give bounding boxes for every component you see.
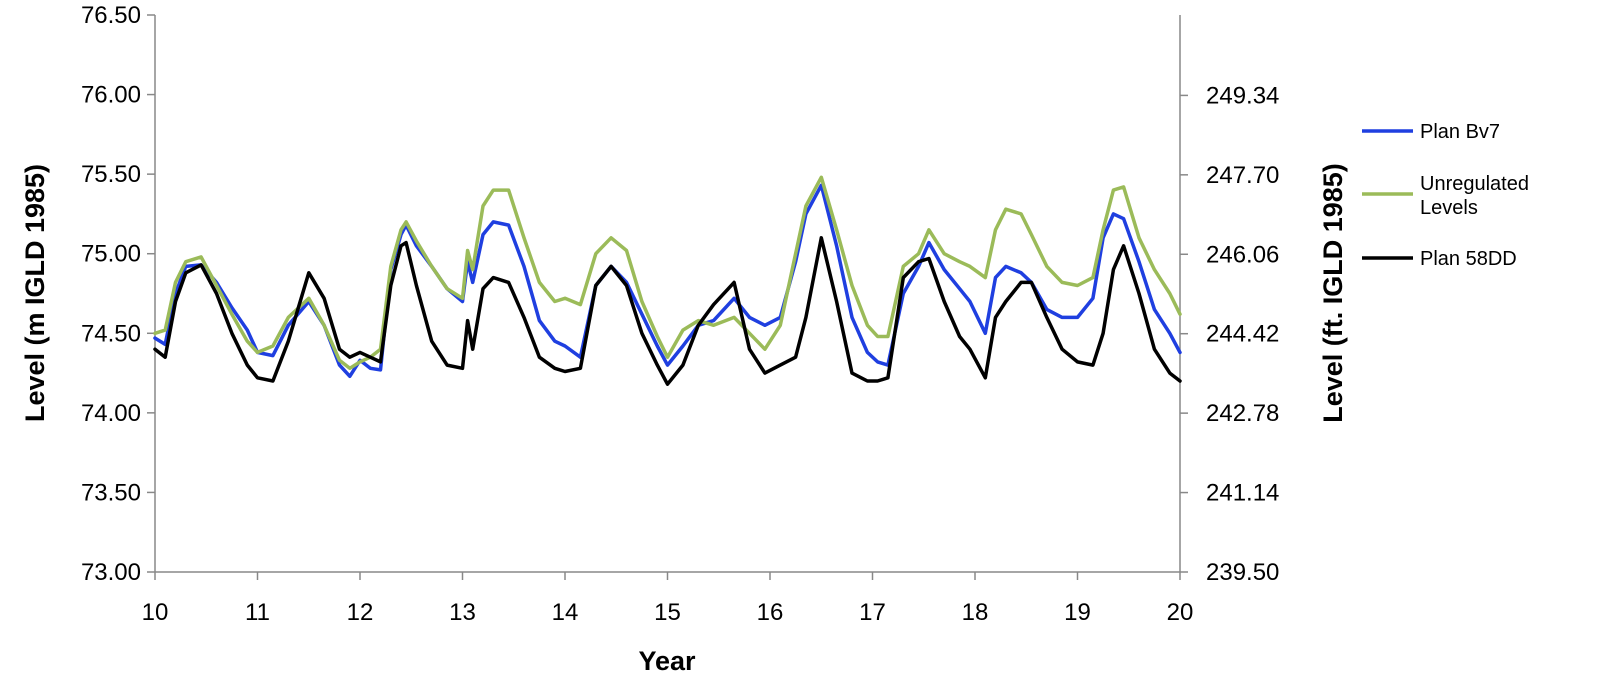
x-tick-label: 10 <box>142 599 169 626</box>
right-tick-label: 241.14 <box>1206 480 1279 507</box>
right-tick-label: 244.42 <box>1206 321 1279 348</box>
x-tick-label: 12 <box>347 599 374 626</box>
legend-label: Unregulated <box>1420 173 1529 195</box>
legend-label: Plan Bv7 <box>1420 121 1500 143</box>
legend-label: Levels <box>1420 197 1478 219</box>
left-tick-label: 75.00 <box>81 241 141 268</box>
right-tick-label: 247.70 <box>1206 162 1279 189</box>
series-lines <box>153 175 1182 386</box>
x-tick-label: 13 <box>449 599 476 626</box>
right-tick-label: 249.34 <box>1206 82 1279 109</box>
x-axis-ticks: 10 11 12 13 14 15 16 17 18 19 20 <box>142 572 1194 626</box>
left-y-axis-title: Level (m IGLD 1985) <box>20 164 50 422</box>
left-axis-ticks: 73.00 73.50 74.00 74.50 75.00 75.50 76.00 76.50 <box>81 2 155 586</box>
x-tick-label: 19 <box>1064 599 1091 626</box>
left-tick-label: 74.00 <box>81 400 141 427</box>
right-tick-label: 242.78 <box>1206 400 1279 427</box>
left-tick-label: 75.50 <box>81 161 141 188</box>
right-y-axis-title: Level (ft. IGLD 1985) <box>1318 163 1348 423</box>
x-tick-label: 17 <box>859 599 886 626</box>
x-tick-label: 14 <box>552 599 579 626</box>
left-tick-label: 73.00 <box>81 559 141 586</box>
left-tick-label: 76.00 <box>81 82 141 109</box>
left-y-axis: 73.00 73.50 74.00 74.50 75.00 75.50 76.00 76.50 <box>81 2 156 586</box>
right-tick-label: 239.50 <box>1206 559 1279 586</box>
x-tick-label: 11 <box>245 599 270 626</box>
x-axis-title: Year <box>638 646 696 676</box>
series-line-2 <box>153 236 1182 386</box>
right-tick-label: 246.06 <box>1206 241 1279 268</box>
x-axis: 10 11 12 13 14 15 16 17 18 19 20 <box>142 571 1194 626</box>
right-y-axis: 239.50 241.14 242.78 244.42 246.06 247.70 249.… <box>1179 15 1279 586</box>
x-tick-label: 15 <box>654 599 681 626</box>
x-tick-label: 18 <box>962 599 989 626</box>
left-tick-label: 74.50 <box>81 320 141 347</box>
right-axis-ticks: 239.50 241.14 242.78 244.42 246.06 247.70 249.… <box>1180 82 1279 586</box>
series-line-1 <box>153 175 1182 371</box>
x-tick-label: 20 <box>1167 599 1194 626</box>
left-tick-label: 73.50 <box>81 479 141 506</box>
x-tick-label: 16 <box>757 599 784 626</box>
legend-label: Plan 58DD <box>1420 248 1517 270</box>
left-tick-label: 76.50 <box>81 2 141 29</box>
